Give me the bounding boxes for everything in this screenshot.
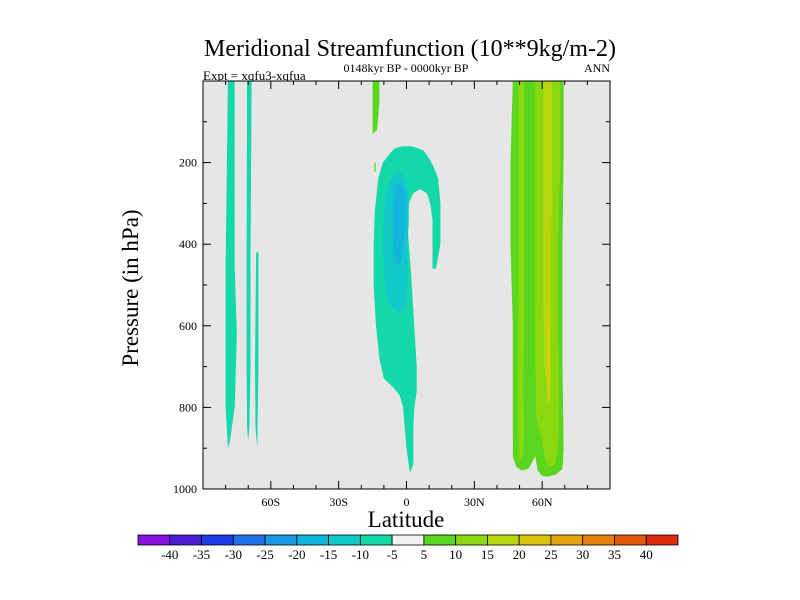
period-label: 0148kyr BP - 0000kyr BP bbox=[344, 61, 469, 75]
colorbar-swatch bbox=[550, 534, 584, 546]
colorbar-label: 30 bbox=[576, 547, 589, 562]
colorbar-label: -15 bbox=[320, 547, 337, 562]
colorbar-swatch bbox=[359, 534, 393, 546]
contour-nh-plume-mid bbox=[518, 81, 525, 461]
colorbar-label: 15 bbox=[481, 547, 494, 562]
colorbar-label: 40 bbox=[640, 547, 653, 562]
season-label: ANN bbox=[584, 61, 610, 75]
x-tick-label: 60S bbox=[261, 495, 280, 509]
x-tick-label: 60N bbox=[532, 495, 553, 509]
y-tick-label: 400 bbox=[179, 237, 197, 251]
colorbar-swatch bbox=[391, 534, 425, 546]
contour-nh-tropic-speck bbox=[374, 162, 376, 173]
colorbar-label: -35 bbox=[193, 547, 210, 562]
colorbar-swatch bbox=[423, 534, 457, 546]
x-tick-label: 30N bbox=[464, 495, 485, 509]
y-axis-title: Pressure (in hPa) bbox=[118, 209, 143, 366]
colorbar-label: 5 bbox=[421, 547, 428, 562]
colorbar-swatch bbox=[518, 534, 552, 546]
contour-nh-tropic-strip bbox=[372, 81, 380, 134]
contour-tropical-cell-core bbox=[392, 181, 406, 267]
y-tick-label: 200 bbox=[179, 156, 197, 170]
colorbar-label: -40 bbox=[161, 547, 178, 562]
colorbar-label: -5 bbox=[387, 547, 398, 562]
y-tick-label: 1000 bbox=[173, 482, 197, 496]
x-axis-title: Latitude bbox=[368, 507, 445, 532]
x-tick-label: 0 bbox=[404, 495, 410, 509]
contour-sh-band-1 bbox=[225, 81, 237, 449]
colorbar-label: -10 bbox=[352, 547, 369, 562]
axis-ticks: 60S 30S 0 30N 60N 200 400 600 800 1000 bbox=[173, 81, 610, 509]
contour-fills bbox=[225, 81, 564, 477]
contour-sh-band-3 bbox=[255, 252, 259, 449]
colorbar-swatch bbox=[582, 534, 615, 546]
colorbar-label: 20 bbox=[513, 547, 526, 562]
colorbar-label: -25 bbox=[256, 547, 273, 562]
contour-sh-band-2 bbox=[246, 81, 252, 440]
colorbar-swatch bbox=[487, 534, 520, 546]
colorbar-swatch bbox=[455, 534, 488, 546]
colorbar-swatch bbox=[201, 534, 234, 546]
contour-nh-plume-inner bbox=[546, 305, 551, 404]
experiment-label: Expt = xqfu3-xqfua bbox=[203, 68, 306, 83]
y-tick-label: 600 bbox=[179, 319, 197, 333]
colorbar-label: 10 bbox=[449, 547, 462, 562]
x-tick-label: 30S bbox=[329, 495, 348, 509]
colorbar-label: -20 bbox=[288, 547, 305, 562]
y-tick-label: 800 bbox=[179, 400, 197, 414]
colorbar-label: 35 bbox=[608, 547, 621, 562]
colorbar-swatch bbox=[614, 534, 647, 546]
colorbar-swatch bbox=[645, 534, 679, 546]
chart-title: Meridional Streamfunction (10**9kg/m-2) bbox=[204, 36, 616, 62]
colorbar-swatch bbox=[137, 534, 171, 546]
colorbar-swatch bbox=[328, 534, 361, 546]
colorbar-swatch bbox=[169, 534, 202, 546]
colorbar-swatch bbox=[264, 534, 298, 546]
colorbar: -40 -35 -30 -25 -20 -15 -10 -5 5 10 15 20 25 30 35 40 bbox=[137, 534, 679, 562]
colorbar-swatch bbox=[296, 534, 329, 546]
colorbar-label: -30 bbox=[225, 547, 242, 562]
colorbar-label: 25 bbox=[544, 547, 557, 562]
colorbar-swatch bbox=[232, 534, 266, 546]
